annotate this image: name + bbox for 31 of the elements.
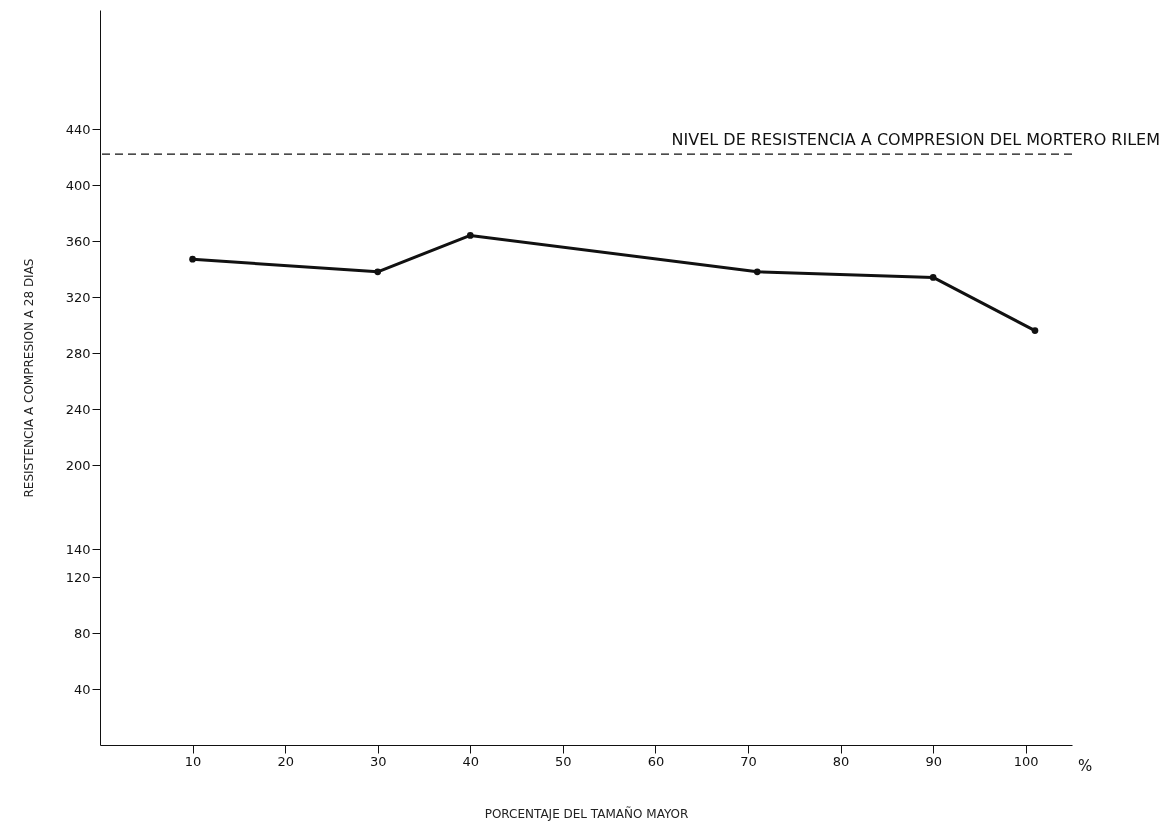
y-tick-label: 400 (65, 177, 91, 193)
x-tick-label: 90 (925, 753, 942, 769)
x-axis-title: PORCENTAJE DEL TAMAÑO MAYOR (484, 805, 689, 821)
y-tick-label: 440 (65, 121, 91, 137)
ref-line-label: NIVEL DE RESISTENCIA A COMPRESION DEL MORTERO RILEM (671, 130, 1160, 150)
y-tick-label: 80 (73, 625, 91, 641)
point (753, 268, 761, 276)
x-tick-label: 70 (740, 753, 757, 769)
x-tick-label: 100 (1013, 753, 1039, 769)
point (466, 232, 474, 239)
y-tick-label: 360 (65, 233, 91, 249)
y-tick-label: 40 (73, 681, 91, 697)
text: % (1078, 757, 1093, 775)
y-tick-label: 280 (65, 345, 91, 361)
x-tick-label: 40 (462, 753, 480, 769)
x-tick-label: 50 (555, 753, 572, 769)
y-tick-label: 120 (65, 569, 91, 585)
y-tick-label: 320 (65, 289, 91, 305)
y-tick-label: 140 (65, 541, 91, 557)
x-tick-label: 20 (277, 753, 294, 769)
y-tick-label: 200 (65, 457, 91, 473)
y-tick-label: 240 (65, 401, 91, 417)
x-tick-label: 60 (647, 753, 665, 769)
point (1031, 327, 1039, 334)
x-tick-label: 30 (369, 753, 387, 769)
point (374, 268, 382, 276)
x-tick-label: 80 (832, 753, 850, 769)
point (189, 255, 196, 263)
x-tick-label: 10 (184, 753, 202, 769)
y-axis-title: RESISTENCIA A COMPRESION A 28 DIAS (21, 258, 36, 498)
point (929, 274, 937, 281)
